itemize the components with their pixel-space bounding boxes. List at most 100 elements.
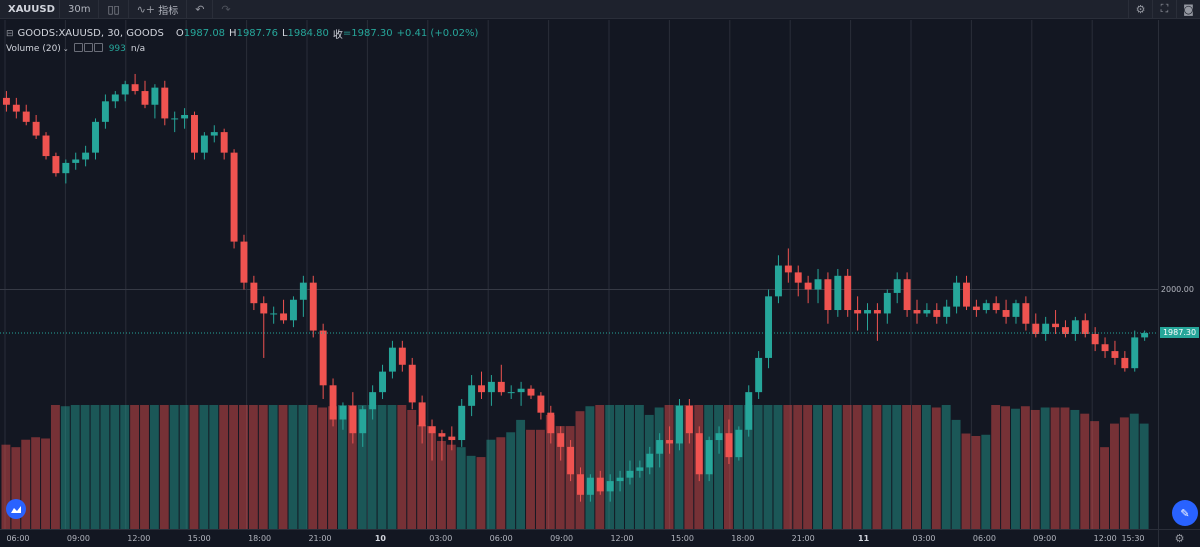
time-label: 10 [374,534,386,543]
candle-body [438,433,446,437]
time-axis[interactable]: 06:00 09:00 12:00 15:00 18:00 21:00 10 03:00 06:… [0,529,1158,547]
candle-body [695,433,703,475]
symbol-search-button[interactable]: XAUUSD [0,0,60,18]
time-label: 09:00 [66,534,90,543]
volume-bar [446,444,456,529]
volume-bar [140,405,149,529]
volume-bar [377,405,387,529]
candle-body [666,440,674,444]
redo-button[interactable]: ↷ [213,0,238,18]
eye-icon[interactable] [73,43,83,52]
undo-button[interactable]: ↶ [187,0,214,18]
volume-bar [436,440,446,529]
candle-body [497,381,505,393]
candle-body [616,477,624,482]
volume-bar [476,457,486,529]
time-label: 18:00 [248,534,272,543]
volume-bar [486,439,496,529]
chart-type-button[interactable]: ▯▯ [99,0,129,18]
candle-body [280,313,288,321]
volume-bar [120,405,130,529]
volume-bar [714,405,723,529]
toolbar-right: ⚙ ⛶ ◙ [1128,0,1200,18]
volume-bar [813,405,822,529]
indicators-button[interactable]: ∿+ 指标 [129,0,188,18]
change-value: +0.41 (+0.02%) [396,28,479,39]
volume-bar [209,405,219,529]
candle-body [42,135,50,157]
volume-bar [1020,406,1030,529]
volume-bar [1100,447,1109,529]
candle-body [577,474,584,495]
candle-body [250,282,258,304]
time-label: 15:00 [670,534,694,543]
settings-button[interactable]: ⚙ [1128,0,1152,18]
candle-body [963,282,970,307]
volume-bar [526,429,535,529]
volume-bar [1129,413,1139,529]
volume-bar [110,405,120,529]
price-axis[interactable]: 2000.00 1987.30 [1158,20,1200,529]
volume-bar [1139,423,1149,529]
candle-body [329,385,337,420]
fullscreen-button[interactable]: ⛶ [1152,0,1176,18]
interval-label: 30m [68,3,91,15]
candle-body [309,282,317,331]
tradingview-logo[interactable] [6,499,26,519]
symbol-label: XAUUSD [8,3,55,15]
candle-body [547,412,555,434]
candle-body [784,265,792,273]
volume-bar [427,426,436,529]
edit-icon: ✎ [1180,506,1190,520]
volume-bar [605,405,615,529]
price-chart[interactable] [0,20,1158,529]
volume-bar [397,405,407,529]
volume-bar [961,433,971,529]
chevron-down-icon[interactable]: ⌄ [62,45,69,53]
candle-body [131,84,139,92]
volume-bar [357,405,367,529]
time-label: 12:00 [127,534,151,543]
snapshot-button[interactable]: ◙ [1176,0,1200,18]
gear-icon[interactable] [83,43,93,52]
volume-bar [931,407,941,529]
candle-body [62,162,70,174]
close-icon[interactable] [93,43,103,52]
volume-bar [585,406,595,529]
volume-bar [1080,413,1090,529]
axis-settings-button[interactable]: ⚙ [1158,529,1200,547]
candle-body [854,310,862,314]
edit-fab-button[interactable]: ✎ [1172,500,1198,526]
candle-body [794,272,802,283]
volume-label[interactable]: Volume (20) [6,44,61,54]
time-label: 15:00 [187,534,211,543]
candle-body [1081,320,1089,334]
candle-body [1141,332,1149,338]
last-price-tag: 1987.30 [1160,327,1199,339]
volume-ma-value: n/a [130,44,146,54]
candle-body [636,467,644,471]
candle-body [379,371,386,393]
volume-bar [991,405,1001,529]
candle-body [171,118,179,120]
interval-button[interactable]: 30m [60,0,100,18]
volume-bar [516,419,526,529]
volume-bar [654,407,664,529]
candle-body [883,292,891,314]
candle-body [725,433,733,458]
candle-body [1052,323,1060,328]
collapse-legend-icon[interactable]: ⊟ [6,28,14,39]
candle-body [814,279,822,290]
volume-bar [288,405,298,529]
candle-body [111,94,119,102]
candle-body [685,405,693,434]
volume-bar [1,444,11,529]
volume-bar [466,455,476,529]
volume-bar [615,405,625,529]
candle-body [864,310,871,314]
candle-body [487,381,495,393]
volume-bar [159,405,169,529]
candle-body [903,279,911,311]
time-label: 15:30 [1121,534,1145,543]
candle-body [92,121,99,153]
